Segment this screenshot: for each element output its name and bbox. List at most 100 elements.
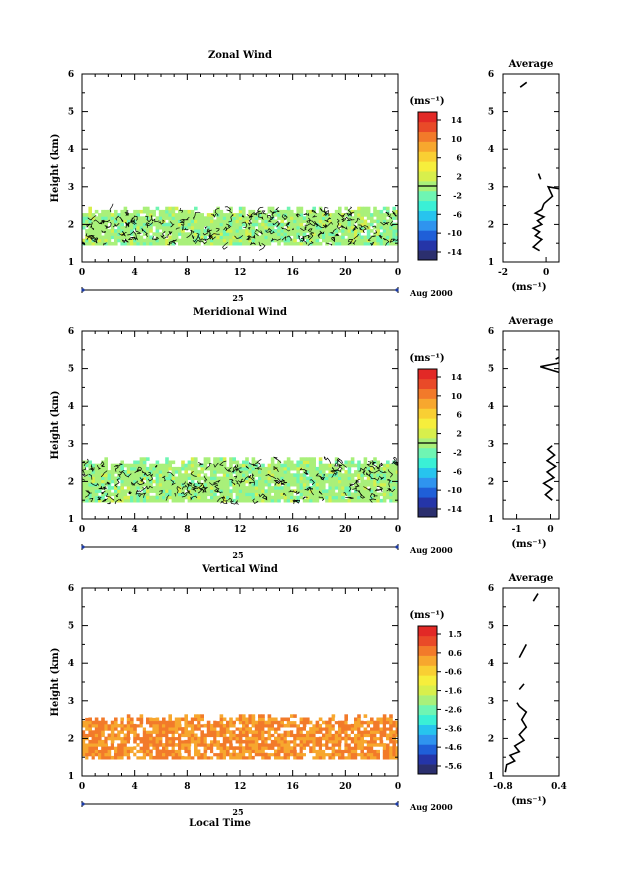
heatmap-cell (386, 209, 390, 214)
heatmap-cell (139, 235, 144, 240)
heatmap-cell (293, 479, 297, 484)
heatmap-cell (261, 739, 265, 744)
heatmap-cell (389, 225, 393, 230)
heatmap-cell (187, 466, 192, 471)
heatmap-cell (232, 755, 236, 760)
heatmap-cell (110, 479, 115, 484)
heatmap-cell (325, 479, 329, 484)
heatmap-cell (110, 733, 115, 738)
contour-line (161, 231, 166, 238)
heatmap-cell (322, 749, 326, 754)
heatmap-cell (117, 476, 121, 481)
heatmap-cell (382, 743, 387, 747)
heatmap-cell (107, 229, 112, 233)
heatmap-cell (139, 219, 144, 224)
heatmap-cell (366, 470, 371, 474)
heatmap-cell (299, 486, 304, 490)
heatmap-cell (174, 232, 179, 236)
heatmap-cell (389, 746, 393, 750)
heatmap-cell (216, 749, 220, 754)
heatmap-cell (376, 498, 380, 503)
heatmap-cell (392, 229, 396, 233)
heatmap-cell (302, 736, 307, 741)
heatmap-cell (232, 470, 236, 474)
heatmap-cell (312, 460, 316, 465)
heatmap-cell (232, 730, 236, 734)
contour-line (245, 465, 250, 469)
heatmap-cell (296, 460, 300, 465)
heatmap-cell (216, 460, 220, 465)
heatmap-cell (181, 739, 185, 744)
heatmap-cell (315, 498, 320, 503)
heatmap-cell (104, 209, 108, 214)
heatmap-cell (293, 235, 297, 240)
profile-x-axis-label: (ms⁻¹) (511, 539, 546, 550)
heatmap-cell (389, 229, 393, 233)
heatmap-cell (318, 216, 323, 220)
heatmap-cell (235, 216, 240, 220)
heatmap-cell (386, 752, 390, 757)
heatmap-cell (101, 739, 105, 744)
heatmap-cell (210, 486, 214, 490)
heatmap-cell (136, 733, 140, 738)
heatmap-cell (299, 743, 304, 747)
heatmap-cell (325, 727, 329, 731)
heatmap-cell (123, 755, 128, 760)
heatmap-cell (126, 730, 131, 734)
heatmap-cell (219, 489, 224, 493)
heatmap-cell (254, 730, 259, 734)
heatmap-cell (171, 489, 176, 493)
heatmap-cell (210, 222, 214, 227)
contour-line (204, 226, 208, 229)
contour-line (374, 488, 383, 492)
heatmap-cell (248, 752, 252, 757)
heatmap-cell (85, 492, 89, 497)
heatmap-cell (331, 746, 336, 750)
heatmap-cell (194, 473, 198, 477)
heatmap-cell (274, 736, 278, 741)
heatmap-cell (363, 730, 368, 734)
heatmap-cell (178, 232, 182, 236)
colorbar-tick-label: -10 (448, 228, 463, 238)
heatmap-cell (264, 752, 268, 757)
heatmap-cell (261, 463, 265, 468)
contour-line (154, 464, 158, 468)
heatmap-cell (197, 720, 201, 725)
contour-line (151, 236, 159, 241)
heatmap-cell (328, 476, 332, 481)
heatmap-cell (379, 241, 384, 246)
heatmap-cell (341, 727, 345, 731)
contour-line (119, 216, 124, 222)
heatmap-cell (376, 241, 380, 246)
heatmap-cell (322, 727, 326, 731)
heatmap-cell (306, 463, 310, 468)
heatmap-cell (165, 222, 169, 227)
heatmap-cell (210, 479, 214, 484)
heatmap-cell (360, 463, 364, 468)
heatmap-cell (290, 232, 294, 236)
heatmap-cell (110, 727, 115, 731)
heatmap-cell (165, 743, 169, 747)
heatmap-cell (114, 743, 118, 747)
heatmap-cell (126, 232, 131, 236)
heatmap-cell (139, 476, 144, 481)
heatmap-cell (171, 730, 176, 734)
heatmap-cell (187, 213, 192, 217)
heatmap-cell (187, 219, 192, 224)
heatmap-cell (235, 470, 240, 474)
heatmap-cell (392, 720, 396, 725)
heatmap-cell (85, 229, 89, 233)
heatmap-cell (104, 460, 108, 465)
heatmap-cell (184, 235, 188, 240)
heatmap-cell (296, 225, 300, 230)
heatmap-cell (382, 749, 387, 754)
heatmap-cell (219, 216, 224, 220)
heatmap-cell (376, 222, 380, 227)
heatmap-cell (328, 232, 332, 236)
heatmap-cell (376, 229, 380, 233)
heatmap-cell (357, 219, 361, 224)
heatmap-cell (219, 466, 224, 471)
heatmap-cell (174, 730, 179, 734)
heatmap-cell (344, 238, 348, 243)
heatmap-cell (88, 730, 92, 734)
